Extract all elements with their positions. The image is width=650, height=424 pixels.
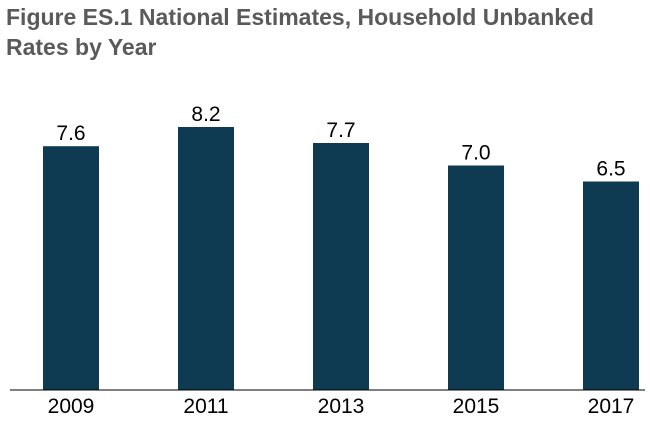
value-label-2015: 7.0 (461, 142, 490, 165)
value-labels-group: 7.6 8.2 7.7 7.0 6.5 (56, 103, 625, 181)
value-label-2011: 8.2 (191, 103, 220, 126)
x-tick-label-2011: 2011 (183, 395, 228, 418)
bar-2011 (178, 127, 234, 390)
x-tick-label-2015: 2015 (453, 395, 500, 418)
x-tick-label-2013: 2013 (318, 395, 365, 418)
chart-title-line-1: Figure ES.1 National Estimates, Househol… (6, 4, 594, 30)
bars-group (43, 127, 639, 390)
value-label-2009: 7.6 (56, 122, 85, 145)
tick-labels-group: 2009 2011 2013 2015 2017 (48, 395, 635, 418)
value-label-2013: 7.7 (326, 119, 355, 142)
bar-2015 (448, 165, 504, 390)
bar-2013 (313, 143, 369, 390)
x-tick-label-2009: 2009 (48, 395, 95, 418)
bar-2009 (43, 146, 99, 390)
value-label-2017: 6.5 (596, 158, 625, 181)
chart-title-line-2: Rates by Year (6, 34, 157, 60)
x-tick-label-2017: 2017 (588, 395, 635, 418)
chart-title: Figure ES.1 National Estimates, Househol… (6, 2, 646, 62)
bar-2017 (583, 181, 639, 390)
